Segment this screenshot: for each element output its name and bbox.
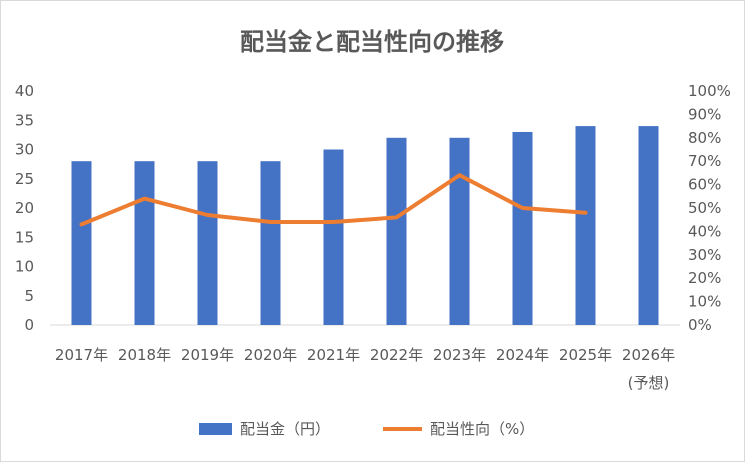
bar bbox=[638, 126, 659, 325]
right-tick-label: 10% bbox=[688, 293, 721, 311]
left-tick-label: 15 bbox=[15, 228, 34, 246]
right-tick-label: 80% bbox=[688, 129, 721, 147]
x-tick-label: 2023年 bbox=[433, 346, 486, 364]
right-tick-label: 40% bbox=[688, 222, 721, 240]
left-tick-label: 25 bbox=[15, 170, 34, 188]
x-tick-label: 2020年 bbox=[244, 346, 297, 364]
x-tick-label: 2026年 bbox=[622, 346, 675, 364]
right-tick-label: 60% bbox=[688, 176, 721, 194]
right-tick-label: 90% bbox=[688, 105, 721, 123]
right-tick-label: 70% bbox=[688, 152, 721, 170]
legend-bar-label: 配当金（円） bbox=[240, 420, 330, 438]
right-tick-label: 100% bbox=[688, 82, 731, 100]
bar-series bbox=[71, 126, 659, 325]
legend-bar-swatch bbox=[199, 423, 232, 435]
x-tick-label: 2025年 bbox=[559, 346, 612, 364]
bar bbox=[449, 137, 470, 325]
legend: 配当金（円） 配当性向（%） bbox=[199, 420, 534, 438]
bar bbox=[512, 131, 533, 325]
x-tick-label: 2022年 bbox=[370, 346, 423, 364]
left-tick-label: 5 bbox=[24, 287, 34, 305]
line-series bbox=[79, 173, 588, 227]
left-tick-label: 35 bbox=[15, 111, 34, 129]
bar bbox=[575, 126, 596, 325]
left-tick-label: 40 bbox=[15, 82, 34, 100]
right-tick-label: 50% bbox=[688, 199, 721, 217]
left-tick-label: 0 bbox=[24, 316, 34, 334]
left-tick-label: 10 bbox=[15, 258, 34, 276]
chart-title: 配当金と配当性向の推移 bbox=[240, 28, 504, 56]
bar bbox=[323, 149, 344, 325]
x-tick-label: 2018年 bbox=[118, 346, 171, 364]
left-tick-label: 30 bbox=[15, 141, 34, 159]
bar bbox=[71, 161, 92, 325]
payout-ratio-line bbox=[79, 173, 588, 227]
bar bbox=[260, 161, 281, 325]
left-tick-label: 20 bbox=[15, 199, 34, 217]
x-tick-label: 2019年 bbox=[181, 346, 234, 364]
x-tick-sublabel: (予想) bbox=[628, 374, 670, 392]
bar bbox=[134, 161, 155, 325]
x-axis: 2017年 2018年 2019年 2020年 2021年 2022年 2023年 2024年… bbox=[55, 346, 675, 392]
left-axis: 0 5 10 15 20 25 30 35 40 bbox=[15, 82, 34, 334]
right-tick-label: 30% bbox=[688, 246, 721, 264]
bar bbox=[386, 137, 407, 325]
right-tick-label: 0% bbox=[688, 316, 712, 334]
right-axis: 0% 10% 20% 30% 40% 50% 60% 70% 80% 90% 100% bbox=[688, 82, 731, 334]
bar bbox=[197, 161, 218, 325]
x-tick-label: 2024年 bbox=[496, 346, 549, 364]
x-tick-label: 2017年 bbox=[55, 346, 108, 364]
legend-line-label: 配当性向（%） bbox=[430, 420, 534, 438]
right-tick-label: 20% bbox=[688, 269, 721, 287]
x-tick-label: 2021年 bbox=[307, 346, 360, 364]
